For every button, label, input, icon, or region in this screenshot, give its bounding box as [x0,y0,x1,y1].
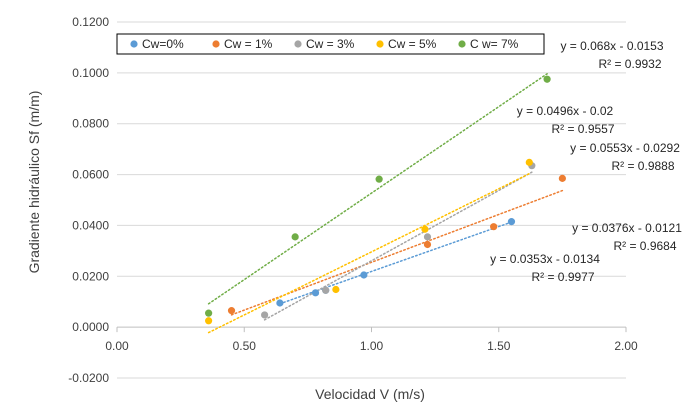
legend-label: C w= 7% [470,37,519,51]
data-point [311,289,320,297]
y-tick-label: 0.1200 [72,15,109,29]
y-tick-label: 0.1000 [72,66,109,80]
data-point [421,225,429,233]
tick-labels: -0.0200 0.0000 0.0200 0.0400 0.0600 0.0800 0.1… [68,15,638,385]
data-point [490,223,498,231]
legend-label: Cw=0% [142,37,184,51]
gridlines [117,21,626,379]
trendline-equation: y = 0.068x - 0.0153 [560,39,663,53]
x-tick-label: 1.50 [487,339,511,353]
trendline-equation: y = 0.0496x - 0.02 [517,104,614,118]
legend-marker [294,40,302,48]
data-point [558,174,566,182]
data-point [507,218,516,226]
legend-label: Cw = 5% [388,37,437,51]
legend-marker [376,40,384,48]
legend-box [116,33,545,55]
y-tick-label: 0.0200 [72,269,109,283]
legend-label: Cw = 3% [306,37,355,51]
r-squared-label: R² = 0.9977 [531,270,594,284]
trendline [207,73,548,305]
legend-marker [130,40,138,48]
trendline [230,189,564,316]
data-point [205,309,213,317]
y-axis-title: Gradiente hidráulico Sf (m/m) [26,91,42,274]
r-squared-label: R² = 0.9684 [613,239,676,253]
x-tick-label: 1.00 [360,339,384,353]
y-tick-label: 0.0600 [72,168,109,182]
trendline-annotations: y = 0.068x - 0.0153 R² = 0.9932 y = 0.0496… [490,39,682,284]
y-tick-label: 0.0800 [72,117,109,131]
data-point [360,271,368,279]
data-point [291,233,299,241]
legend: Cw=0% Cw = 1% Cw = 3% Cw = 5% C w= 7% [116,33,545,55]
x-tick-label: 0.00 [105,339,129,353]
data-point [375,175,383,183]
data-point [261,311,269,319]
trendline-equation: y = 0.0353x - 0.0134 [490,252,600,266]
data-points [205,75,566,325]
data-point [423,233,432,241]
r-squared-label: R² = 0.9932 [598,57,661,71]
data-point [423,240,432,249]
x-axis-title: Velocidad V (m/s) [315,386,425,402]
y-tick-label: -0.0200 [68,371,109,385]
data-point [205,317,213,325]
r-squared-label: R² = 0.9557 [551,122,614,136]
x-tick-label: 0.50 [233,339,257,353]
trendlines [207,73,564,334]
data-point [322,286,330,294]
data-point [543,75,551,83]
data-point [525,158,533,166]
trendline [263,171,533,321]
axes [116,326,627,333]
data-point [276,299,284,307]
legend-marker [458,40,466,48]
legend-marker [212,40,220,48]
legend-label: Cw = 1% [224,37,273,51]
trendline [207,172,531,334]
r-squared-label: R² = 0.9888 [611,159,674,173]
y-tick-label: 0.0000 [72,320,109,334]
y-tick-label: 0.0400 [72,218,109,232]
trendline-equation: y = 0.0376x - 0.0121 [572,221,682,235]
data-point [332,285,340,294]
trendline-equation: y = 0.0553x - 0.0292 [570,141,680,155]
data-point [227,307,236,315]
x-tick-label: 2.00 [614,339,638,353]
